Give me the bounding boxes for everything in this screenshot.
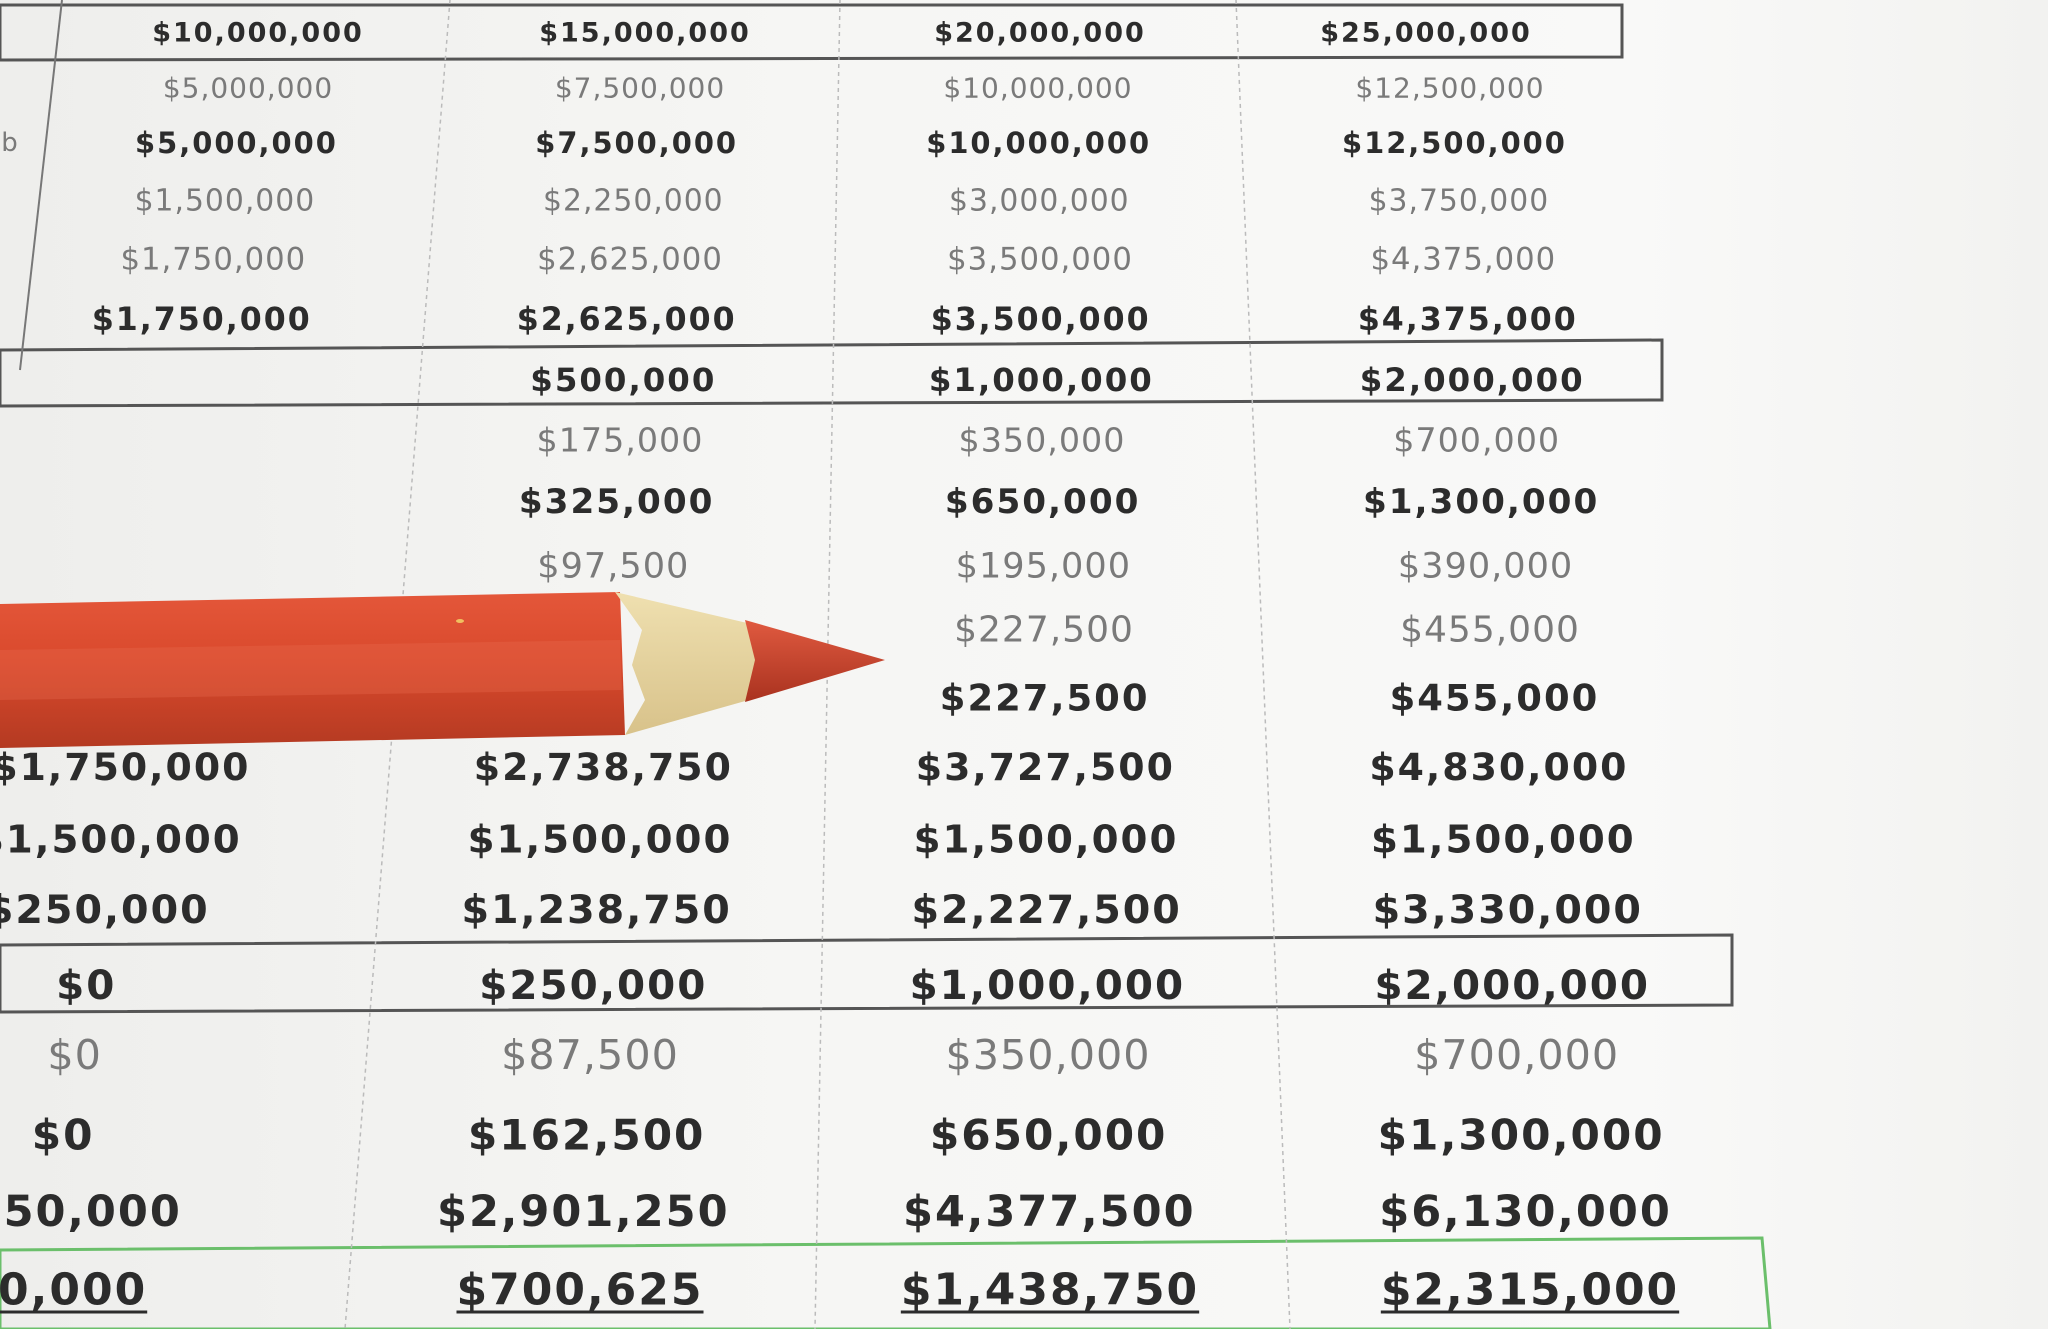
table-cell: $1,000,000 [928,361,1154,399]
table-cell: $227,500 [954,609,1134,651]
subtotal-box [0,338,1664,408]
table-cell: $1,500,000 [467,817,733,863]
header-box [0,3,1624,62]
table-cell: $2,738,750 [473,745,733,789]
table-cell: $4,375,000 [1370,242,1557,278]
table-cell: $227,500 [939,676,1150,720]
table-cell: $1,300,000 [1362,482,1600,522]
row-label-fragment: b [1,128,19,158]
table-cell: $2,227,500 [911,887,1182,933]
table-cell: $650,000 [929,1110,1168,1160]
table-cell: $3,727,500 [915,745,1175,789]
table-cell: $10,000,000 [943,71,1133,105]
table-cell: $1,750,000 [0,745,251,789]
table-cell: 250,000 [0,1264,148,1316]
table-cell: $455,000 [1400,609,1580,651]
total-box [0,933,1734,1014]
table-cell: $162,500 [467,1110,706,1160]
table-cell: $2,000,000 [1374,961,1650,1009]
table-cell: $0 [31,1110,95,1160]
table-cell: $1,300,000 [1377,1110,1665,1160]
table-cell: $3,500,000 [930,302,1151,338]
table-cell: $2,000,000 [1359,361,1585,399]
table-cell: $3,500,000 [947,242,1133,278]
table-cell: $2,625,000 [537,242,723,278]
table-cell: $650,000 [944,482,1141,522]
table-cell: $700,625 [456,1264,704,1316]
table-cell: $455,000 [1389,676,1600,720]
table-cell: $3,750,000 [1368,183,1550,219]
table-cell: $87,500 [501,1031,679,1079]
table-cell: $1,238,750 [461,887,732,933]
table-cell: $5,000,000 [162,71,334,105]
table-cell: $195,000 [955,545,1132,587]
table-cell: $325,000 [518,482,715,522]
table-cell: $350,000 [945,1031,1151,1079]
table-cell: $500,000 [530,361,717,399]
table-cell: $0 [47,1031,102,1079]
table-cell: $1,750,000 [120,242,307,278]
table-cell: $3,330,000 [1372,887,1643,933]
table-cell: $250,000 [479,961,708,1009]
table-cell: $390,000 [1397,545,1574,587]
table-cell: $1,500,000 [1370,817,1636,863]
table-cell: $4,377,500 [903,1187,1196,1237]
table-cell: $0 [56,961,117,1009]
final-box [0,1236,1772,1329]
column-divider-solid [19,0,63,371]
table-cell: $175,000 [536,420,704,460]
table-cell: $5,000,000 [135,126,338,160]
header-cell: $20,000,000 [934,17,1146,49]
header-cell: $25,000,000 [1320,17,1532,49]
table-cell: $1,000,000 [909,961,1186,1009]
table-cell: $2,625,000 [516,302,737,338]
table-cell: $700,000 [1393,420,1561,460]
table-cell: $1,500,000 [913,817,1179,863]
table-cell: $3,000,000 [949,183,1130,219]
table-cell: 1,750,000 [0,1187,182,1237]
table-cell: $7,500,000 [535,126,739,160]
table-cell: $12,500,000 [1342,126,1567,160]
column-divider [1235,0,1291,1329]
table-cell: $1,438,750 [900,1264,1200,1316]
table-cell: $2,901,250 [437,1187,730,1237]
table-cell: $4,375,000 [1357,302,1578,338]
table-cell: $7,500,000 [554,71,726,105]
table-cell: $4,830,000 [1369,745,1629,789]
table-cell: $350,000 [958,420,1126,460]
table-cell: $2,315,000 [1380,1264,1680,1316]
header-cell: $15,000,000 [539,17,751,49]
table-cell: $2,250,000 [543,183,724,219]
table-cell: $1,750,000 [91,302,312,338]
table-cell: $250,000 [0,887,210,933]
table-cell: $1,500,000 [134,183,316,219]
table-cell: $6,130,000 [1379,1187,1672,1237]
table-cell: $10,000,000 [926,126,1152,160]
table-cell: $700,000 [1414,1031,1620,1079]
header-cell: $10,000,000 [152,17,364,49]
table-cell: $12,500,000 [1355,71,1545,105]
table-cell: $1,500,000 [0,817,242,863]
table-cell: $97,500 [537,545,690,587]
